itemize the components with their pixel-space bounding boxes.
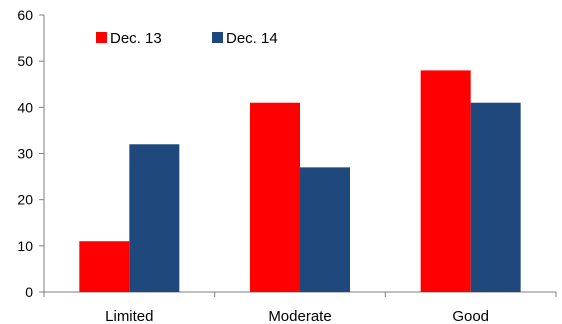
bar-dec-13	[250, 102, 300, 292]
y-tick-label: 40	[17, 99, 33, 115]
x-category-label: Good	[452, 308, 489, 324]
x-axis: Limited Moderate Good	[43, 291, 557, 324]
bar-dec-14	[129, 144, 180, 292]
legend-swatch	[96, 32, 107, 43]
legend: Dec. 13 Dec. 14	[96, 30, 278, 47]
y-tick-label: 20	[17, 192, 33, 208]
y-tick-label: 0	[25, 284, 33, 300]
bar-dec-14	[300, 167, 350, 292]
bar-dec-14	[470, 102, 521, 292]
y-tick-label: 10	[17, 238, 33, 254]
x-category-label: Limited	[105, 308, 153, 324]
y-axis: 0 10 20 30 40 50 60	[17, 7, 45, 300]
bar-dec-13	[79, 241, 130, 292]
bar-dec-13	[420, 70, 471, 293]
legend-swatch	[212, 32, 223, 43]
x-category-label: Moderate	[268, 308, 331, 324]
bar-series-group	[79, 70, 521, 293]
legend-label: Dec. 14	[226, 30, 278, 47]
legend-label: Dec. 13	[110, 30, 162, 47]
y-tick-label: 50	[17, 53, 33, 69]
y-tick-label: 60	[17, 7, 33, 23]
y-tick-label: 30	[17, 146, 33, 162]
